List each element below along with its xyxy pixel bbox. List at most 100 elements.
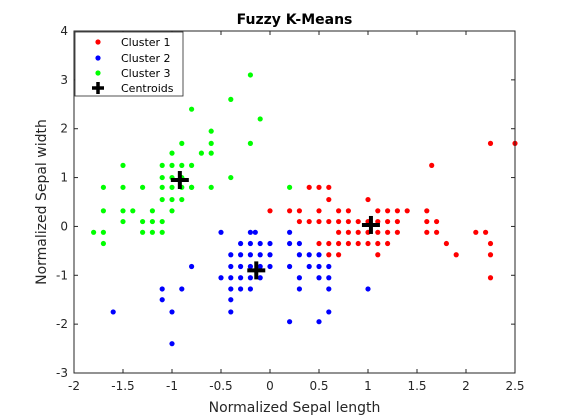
point-cluster-1	[306, 218, 312, 225]
point-cluster-1	[483, 229, 489, 235]
legend-label-cluster-2: Cluster 2	[121, 52, 171, 65]
x-tick-label: 1.5	[407, 379, 426, 393]
point-cluster-2	[169, 309, 175, 315]
point-cluster-1	[487, 252, 494, 258]
point-cluster-2	[238, 275, 244, 281]
point-cluster-1	[385, 240, 391, 247]
point-cluster-1	[316, 184, 322, 190]
point-cluster-1	[434, 218, 440, 225]
point-cluster-3	[169, 150, 175, 156]
point-cluster-1	[375, 208, 381, 214]
point-cluster-1	[355, 240, 361, 247]
point-cluster-1	[326, 196, 332, 203]
point-cluster-2	[326, 263, 332, 270]
point-cluster-2	[247, 263, 253, 270]
point-cluster-2	[110, 309, 116, 315]
points-layer	[91, 72, 518, 347]
legend-label-cluster-1: Cluster 1	[121, 36, 171, 49]
point-cluster-3	[208, 150, 214, 156]
y-tick-label: 3	[60, 73, 68, 87]
point-cluster-3	[189, 184, 195, 190]
y-tick-label: -3	[56, 366, 68, 380]
point-cluster-2	[247, 252, 253, 258]
point-cluster-2	[257, 263, 263, 270]
point-cluster-1	[316, 208, 322, 214]
x-tick-label: -0.5	[209, 379, 232, 393]
point-cluster-1	[404, 208, 410, 214]
point-cluster-1	[306, 184, 312, 190]
y-tick-label: 2	[60, 122, 68, 136]
point-cluster-2	[287, 319, 293, 325]
point-cluster-3	[100, 240, 106, 247]
point-cluster-3	[287, 184, 293, 190]
point-cluster-2	[257, 252, 263, 258]
point-cluster-1	[487, 240, 494, 247]
point-cluster-1	[375, 240, 381, 247]
point-cluster-1	[429, 162, 435, 168]
point-cluster-3	[120, 218, 126, 225]
plot-frame	[73, 30, 516, 374]
point-cluster-2	[218, 229, 224, 235]
chart-title: Fuzzy K-Means	[237, 12, 353, 28]
point-cluster-2	[238, 240, 244, 247]
point-cluster-3	[159, 162, 165, 168]
x-tick-label: -1.5	[111, 379, 134, 393]
point-cluster-1	[326, 218, 332, 225]
point-cluster-2	[228, 309, 234, 315]
point-cluster-1	[345, 229, 351, 235]
point-cluster-1	[287, 208, 293, 214]
point-cluster-3	[179, 196, 185, 203]
point-cluster-1	[316, 240, 322, 247]
point-cluster-3	[169, 184, 175, 190]
point-cluster-1	[336, 218, 342, 225]
point-cluster-2	[238, 252, 244, 258]
point-cluster-1	[336, 208, 342, 214]
point-cluster-2	[267, 263, 273, 270]
point-cluster-2	[179, 286, 185, 292]
point-cluster-3	[159, 218, 165, 225]
y-tick-label: 4	[60, 24, 68, 38]
point-cluster-3	[140, 229, 146, 235]
point-cluster-1	[355, 218, 361, 225]
point-cluster-2	[247, 229, 253, 235]
point-cluster-2	[267, 240, 273, 247]
point-cluster-1	[355, 229, 361, 235]
point-cluster-2	[287, 229, 293, 235]
point-cluster-2	[228, 286, 234, 292]
legend: Cluster 1 Cluster 2 Cluster 3 Centroids	[74, 31, 184, 97]
point-cluster-3	[247, 140, 253, 146]
point-cluster-1	[443, 240, 449, 247]
point-cluster-1	[336, 229, 342, 235]
centroid-marker	[170, 171, 189, 190]
point-cluster-2	[296, 275, 302, 281]
centroid-marker	[361, 215, 380, 234]
point-cluster-2	[287, 240, 293, 247]
point-cluster-3	[159, 174, 165, 181]
point-cluster-1	[385, 229, 391, 235]
y-tick-label: 1	[60, 171, 68, 185]
point-cluster-3	[247, 72, 253, 78]
legend-marker-cluster-3	[95, 70, 101, 76]
point-cluster-2	[247, 286, 253, 292]
point-cluster-1	[296, 218, 302, 225]
point-cluster-3	[208, 128, 214, 134]
point-cluster-3	[159, 229, 165, 235]
point-cluster-1	[365, 240, 371, 247]
point-cluster-2	[296, 252, 302, 258]
point-cluster-2	[228, 275, 234, 281]
point-cluster-2	[252, 229, 258, 235]
point-cluster-1	[345, 208, 351, 214]
point-cluster-3	[189, 106, 195, 112]
point-cluster-2	[238, 263, 244, 270]
point-cluster-2	[257, 240, 263, 247]
legend-marker-cluster-2	[95, 55, 101, 61]
point-cluster-2	[169, 341, 175, 347]
point-cluster-2	[316, 252, 322, 258]
point-cluster-3	[189, 162, 195, 168]
point-cluster-2	[267, 252, 273, 258]
point-cluster-3	[228, 96, 234, 102]
y-axis-label: Normalized Sepal width	[34, 119, 50, 285]
centroid-marker	[247, 261, 266, 280]
